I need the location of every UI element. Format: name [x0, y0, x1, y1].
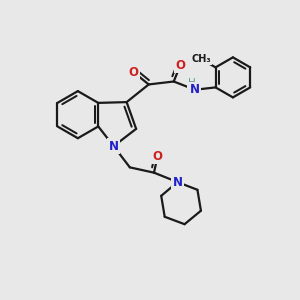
Text: N: N [172, 176, 182, 189]
Text: N: N [172, 176, 182, 189]
Text: O: O [152, 150, 163, 163]
Text: O: O [128, 66, 138, 79]
Text: N: N [190, 83, 200, 96]
Text: N: N [109, 140, 118, 153]
Text: CH₃: CH₃ [192, 54, 211, 64]
Text: H: H [188, 78, 195, 88]
Text: O: O [175, 59, 185, 72]
